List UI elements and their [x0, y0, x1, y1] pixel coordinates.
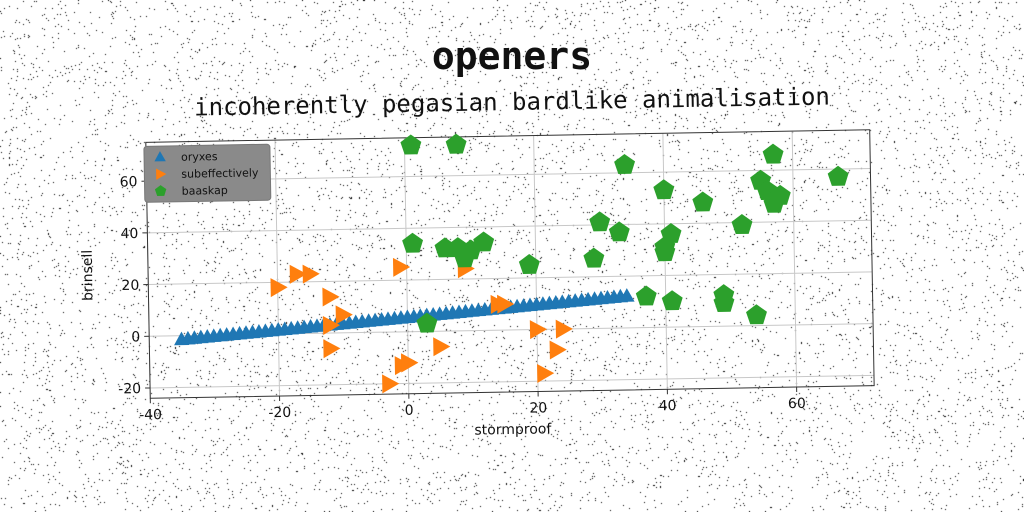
data-point [583, 247, 605, 268]
plot-area-frame [145, 129, 875, 399]
chart-title: openers [431, 34, 593, 78]
data-point [270, 278, 288, 298]
x-grid-line [662, 133, 668, 390]
x-grid-line [274, 140, 281, 397]
data-point [549, 340, 567, 360]
y-axis-label: brinsell [80, 250, 97, 301]
data-point [323, 339, 341, 359]
legend-marker [154, 185, 167, 197]
data-point [382, 374, 400, 394]
legend-box [143, 143, 272, 203]
x-tick-label: 40 [659, 398, 677, 414]
x-tick-label: -20 [268, 405, 291, 421]
data-point [537, 363, 555, 383]
series-oryxes [174, 288, 635, 346]
legend-entry-label: baaskap [182, 184, 228, 198]
x-tick-label: 60 [788, 396, 806, 412]
data-marks [174, 133, 849, 394]
x-tick-label: 0 [405, 403, 414, 419]
data-point [401, 353, 419, 373]
data-point [335, 305, 353, 325]
data-point [746, 304, 767, 325]
data-point [322, 287, 340, 307]
data-point [454, 247, 476, 268]
x-axis-label: stormproof [474, 421, 552, 438]
data-point [661, 290, 683, 311]
data-point [400, 134, 422, 155]
data-point [555, 319, 573, 339]
data-point [654, 236, 676, 257]
data-point [392, 257, 411, 277]
data-point [762, 143, 784, 164]
x-tick-label: -40 [139, 407, 162, 423]
data-point [322, 315, 341, 335]
data-point [614, 154, 636, 175]
data-point [713, 291, 735, 312]
legend-marker [156, 168, 167, 180]
data-point [763, 192, 785, 213]
data-point [529, 320, 547, 340]
y-tick-label: 40 [120, 226, 138, 242]
y-grid-line [147, 219, 872, 234]
data-point [433, 337, 451, 357]
legend-entry-label: subeffectively [181, 166, 259, 180]
data-point [692, 191, 714, 212]
data-point [653, 179, 675, 200]
axis-ticks: -40 -20 0 20 40 60 -20 0 20 40 60 [118, 174, 806, 423]
y-grid-line [150, 374, 874, 389]
data-point [518, 253, 540, 274]
data-point [497, 294, 515, 314]
data-point [827, 165, 849, 186]
y-tick-label: 0 [131, 329, 140, 345]
x-tick-label: 20 [529, 400, 547, 416]
data-point [589, 211, 611, 232]
data-point [416, 312, 438, 333]
legend: oryxes subeffectively baaskap [143, 143, 272, 203]
series-baaskap [400, 133, 849, 333]
data-point [635, 285, 657, 306]
data-point [445, 133, 467, 154]
data-point [473, 231, 495, 252]
legend-entry-label: oryxes [181, 150, 218, 164]
y-tick-label: -20 [118, 381, 141, 397]
data-point [289, 264, 307, 284]
data-point [302, 264, 320, 284]
x-grid-line [791, 131, 798, 388]
legend-marker [154, 151, 166, 162]
data-point [731, 214, 753, 235]
y-tick-label: 20 [121, 278, 139, 294]
data-point [608, 221, 630, 242]
y-tick-label: 60 [120, 174, 138, 190]
y-grid-line [148, 271, 873, 286]
data-point [402, 232, 424, 253]
data-point [619, 288, 635, 302]
